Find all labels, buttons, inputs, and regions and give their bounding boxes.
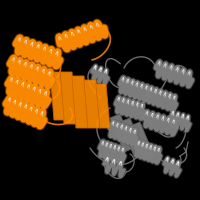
Polygon shape — [96, 84, 110, 128]
Polygon shape — [110, 114, 134, 152]
Polygon shape — [50, 72, 64, 120]
Polygon shape — [60, 72, 76, 124]
Polygon shape — [120, 118, 144, 156]
Polygon shape — [72, 76, 88, 128]
Polygon shape — [130, 122, 154, 160]
Polygon shape — [84, 80, 100, 128]
